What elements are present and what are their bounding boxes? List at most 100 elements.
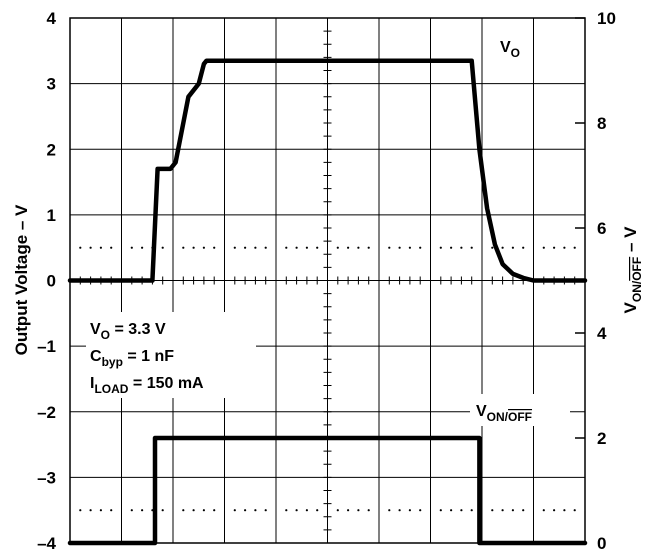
series-vo-label-sub: O (511, 46, 520, 60)
subgrid-dot (511, 246, 514, 249)
subgrid-dot (161, 246, 164, 249)
annotation-iload-sub: LOAD (94, 382, 128, 396)
subgrid-dot (491, 509, 494, 512)
right-tick-label: 4 (597, 324, 607, 343)
subgrid-dot (316, 509, 319, 512)
subgrid-dot (450, 246, 453, 249)
subgrid-dot (202, 509, 205, 512)
subgrid-dot (89, 509, 92, 512)
subgrid-dot (357, 509, 360, 512)
right-tick-label: 2 (597, 429, 606, 448)
right-tick-label: 0 (597, 534, 606, 553)
subgrid-dot (398, 509, 401, 512)
subgrid-dot (99, 246, 102, 249)
subgrid-dot (408, 509, 411, 512)
left-tick-label: –1 (37, 337, 56, 356)
subgrid-dot (213, 246, 216, 249)
subgrid-dot (213, 509, 216, 512)
left-tick-label: 0 (47, 272, 56, 291)
series-von-off-label: VON/OFF (476, 403, 532, 424)
subgrid-dot (563, 246, 566, 249)
subgrid-dot (460, 509, 463, 512)
annotation-cbyp-rest: = 1 nF (123, 348, 174, 365)
subgrid-dot (439, 246, 442, 249)
annotation-cbyp-sub: byp (102, 355, 123, 369)
subgrid-dot (141, 246, 144, 249)
subgrid-dot (419, 509, 422, 512)
subgrid-dot (130, 509, 133, 512)
subgrid-dot (450, 509, 453, 512)
right-tick-label: 10 (597, 9, 616, 28)
subgrid-dot (264, 509, 267, 512)
left-tick-label: 1 (47, 206, 56, 225)
subgrid-dot (233, 246, 236, 249)
subgrid-dot (130, 246, 133, 249)
subgrid-dot (79, 246, 82, 249)
series-von-off-label-main: V (476, 403, 487, 420)
left-tick-label: –2 (37, 403, 56, 422)
subgrid-dot (99, 509, 102, 512)
subgrid-dot (305, 246, 308, 249)
subgrid-dot (305, 509, 308, 512)
von-label-bg (470, 394, 570, 426)
right-axis-title-sub: ON/ (630, 280, 644, 302)
right-tick-label: 8 (597, 114, 606, 133)
subgrid-dot (336, 246, 339, 249)
subgrid-dot (182, 246, 185, 249)
subgrid-dot (357, 246, 360, 249)
subgrid-dot (244, 246, 247, 249)
subgrid-dot (254, 509, 257, 512)
subgrid-dot (254, 246, 257, 249)
subgrid-dot (264, 246, 267, 249)
series-vo-line (67, 58, 588, 283)
subgrid-dot (192, 246, 195, 249)
subgrid-dot (573, 246, 576, 249)
annotation-vo-main: V (90, 321, 101, 338)
subgrid-dot (285, 246, 288, 249)
series-vo-label-main: V (500, 39, 511, 56)
annotation-vo: VO = 3.3 V (90, 321, 166, 342)
subgrid-dot (336, 509, 339, 512)
subgrid-dot (347, 509, 350, 512)
annotation-cbyp: Cbyp = 1 nF (90, 348, 174, 369)
subgrid-dot (110, 246, 113, 249)
right-axis-title-suffix: – V (621, 226, 640, 257)
annotation-vo-sub: O (101, 328, 110, 342)
subgrid-dot (316, 246, 319, 249)
subgrid-dot (563, 509, 566, 512)
left-tick-label: 4 (47, 9, 57, 28)
left-tick-label: 3 (47, 75, 56, 94)
annotation-cbyp-main: C (90, 348, 102, 365)
subgrid-dot (542, 246, 545, 249)
annotation-bg (86, 312, 256, 398)
series-von-off-label-sub-over: OFF (508, 410, 532, 424)
series-von-off-line (67, 435, 588, 546)
subgrid-dot (367, 246, 370, 249)
subgrid-dot (347, 246, 350, 249)
subgrid-dot (491, 246, 494, 249)
subgrid-dot (553, 509, 556, 512)
right-tick-label: 6 (597, 219, 606, 238)
subgrid-dot (522, 509, 525, 512)
subgrid-dot (202, 246, 205, 249)
subgrid-dot (182, 509, 185, 512)
subgrid-dot (522, 246, 525, 249)
series-von-off-label-sub: ON/ (487, 410, 509, 424)
subgrid-dot (161, 509, 164, 512)
subgrid-dot (553, 246, 556, 249)
annotation-vo-rest: = 3.3 V (110, 321, 166, 338)
annotation-iload-main: I (90, 375, 94, 392)
subgrid-dot (110, 509, 113, 512)
annotation-iload-rest: = 150 mA (128, 375, 204, 392)
subgrid-dot (408, 246, 411, 249)
series-vo-label: VO (500, 39, 520, 60)
subgrid-dot (388, 246, 391, 249)
right-axis-title: VON/OFF – V (621, 226, 644, 314)
vo-label-bg (492, 28, 532, 60)
annotation-iload: ILOAD = 150 mA (90, 375, 204, 396)
subgrid-dot (388, 509, 391, 512)
subgrid-dot (398, 246, 401, 249)
subgrid-dot (367, 509, 370, 512)
subgrid-dot (79, 509, 82, 512)
